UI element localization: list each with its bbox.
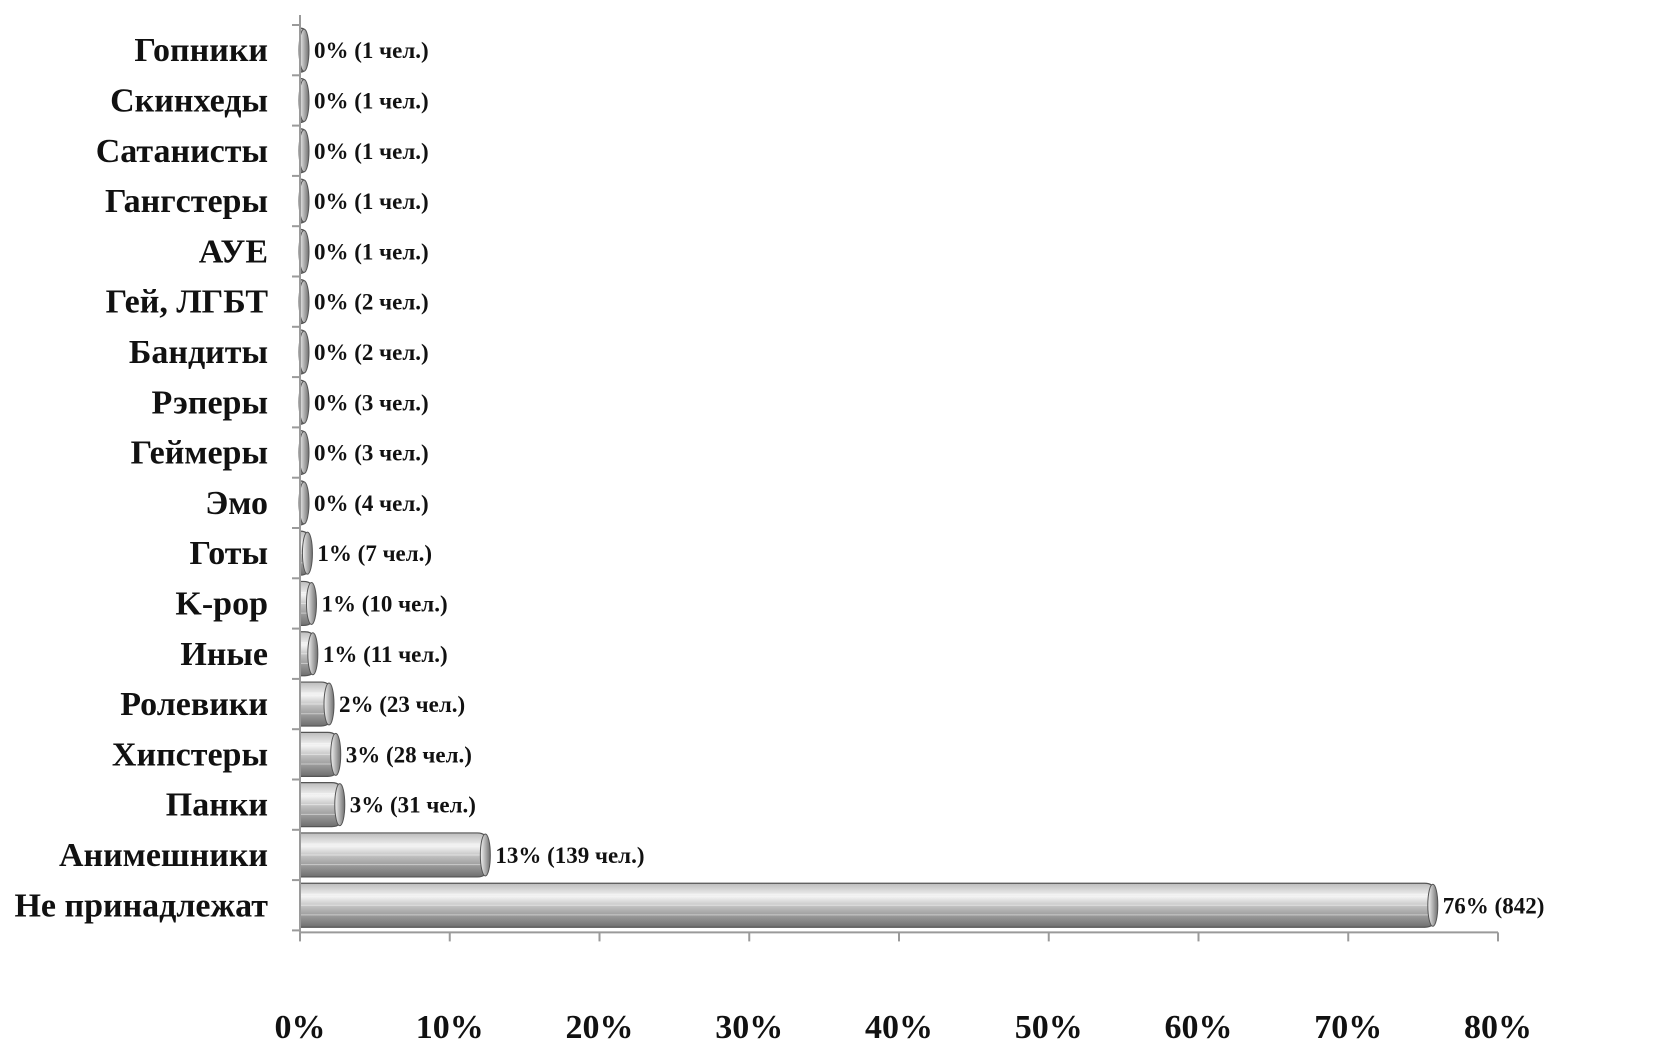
category-label: K-pop [175, 585, 268, 622]
data-label: 0% (2 чел.) [314, 290, 429, 315]
category-label: Хипстеры [112, 736, 268, 773]
data-label: 3% (31 чел.) [350, 793, 476, 818]
data-labels: 0% (1 чел.) 0% (1 чел.) 0% (1 чел.) 0% (1 ч… [314, 38, 1544, 918]
x-tick-label: 40% [865, 1009, 933, 1046]
category-label: Скинхеды [110, 82, 268, 119]
x-tick-label: 30% [715, 1009, 783, 1046]
data-label: 1% (11 чел.) [323, 642, 448, 667]
x-tick-label: 60% [1165, 1009, 1233, 1046]
bar-cap [301, 531, 313, 575]
data-label: 0% (3 чел.) [314, 441, 429, 466]
bar-cap [479, 833, 491, 877]
bars-group [298, 27, 1439, 928]
x-axis: 0% 10% 20% 30% 40% 50% 60% 70% 80% [275, 15, 1532, 1046]
category-labels: Гопники Скинхеды Сатанисты Гангстеры АУЕ Гей,… [14, 32, 268, 924]
x-tick-label: 50% [1015, 1009, 1083, 1046]
data-label: 0% (1 чел.) [314, 189, 429, 214]
category-label: Иные [180, 636, 268, 673]
data-label: 0% (1 чел.) [314, 38, 429, 63]
data-label: 0% (1 чел.) [314, 139, 429, 164]
category-label: Эмо [205, 485, 268, 522]
data-label: 0% (4 чел.) [314, 491, 429, 516]
data-label: 13% (139 чел.) [495, 843, 644, 868]
data-label: 0% (2 чел.) [314, 340, 429, 365]
category-label: АУЕ [199, 233, 268, 270]
x-tick-label: 0% [275, 1009, 326, 1046]
x-tick-label: 10% [416, 1009, 484, 1046]
category-label: Гей, ЛГБТ [106, 284, 269, 321]
data-label: 0% (1 чел.) [314, 239, 429, 264]
data-label: 1% (10 чел.) [321, 591, 447, 616]
category-label: Не принадлежат [14, 887, 268, 924]
x-tick-label: 70% [1314, 1009, 1382, 1046]
category-label: Готы [190, 535, 268, 572]
category-label: Ролевики [120, 686, 268, 723]
data-label: 0% (3 чел.) [314, 390, 429, 415]
category-label: Геймеры [131, 435, 268, 472]
x-tick-label: 80% [1464, 1009, 1532, 1046]
data-label: 2% (23 чел.) [339, 692, 465, 717]
data-label: 1% (7 чел.) [317, 541, 432, 566]
x-tick-label: 20% [566, 1009, 634, 1046]
category-label: Рэперы [152, 384, 268, 421]
data-label: 3% (28 чел.) [346, 742, 472, 767]
category-label: Гангстеры [105, 183, 268, 220]
bar-cap [305, 581, 317, 625]
bar-cap [330, 732, 342, 776]
category-label: Сатанисты [96, 133, 268, 170]
category-label: Гопники [134, 32, 268, 69]
bar-cap [323, 682, 335, 726]
bar-cap [307, 632, 319, 676]
data-label: 76% (842) [1443, 893, 1545, 918]
category-label: Бандиты [129, 334, 268, 371]
category-label: Панки [166, 787, 268, 824]
bar-cap [1427, 883, 1439, 927]
data-label: 0% (1 чел.) [314, 88, 429, 113]
category-label: Анимешники [59, 837, 268, 874]
bar-cap [334, 783, 346, 827]
